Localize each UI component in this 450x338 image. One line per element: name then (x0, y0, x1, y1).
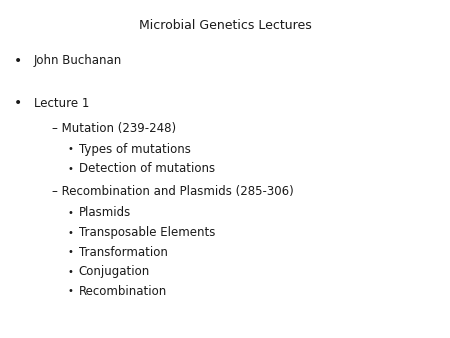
Text: Detection of mutations: Detection of mutations (79, 163, 215, 175)
Text: Recombination: Recombination (79, 285, 167, 298)
Text: – Mutation (239-248): – Mutation (239-248) (52, 122, 176, 135)
Text: Transposable Elements: Transposable Elements (79, 226, 215, 239)
Text: •: • (68, 227, 73, 238)
Text: Microbial Genetics Lectures: Microbial Genetics Lectures (139, 19, 311, 31)
Text: •: • (14, 54, 22, 68)
Text: •: • (68, 144, 73, 154)
Text: Types of mutations: Types of mutations (79, 143, 191, 156)
Text: •: • (68, 247, 73, 257)
Text: Plasmids: Plasmids (79, 207, 131, 219)
Text: •: • (14, 96, 22, 110)
Text: •: • (68, 286, 73, 296)
Text: Transformation: Transformation (79, 246, 167, 259)
Text: Conjugation: Conjugation (79, 265, 150, 278)
Text: •: • (68, 208, 73, 218)
Text: Lecture 1: Lecture 1 (34, 97, 89, 110)
Text: – Recombination and Plasmids (285-306): – Recombination and Plasmids (285-306) (52, 186, 293, 198)
Text: John Buchanan: John Buchanan (34, 54, 122, 67)
Text: •: • (68, 164, 73, 174)
Text: •: • (68, 267, 73, 277)
